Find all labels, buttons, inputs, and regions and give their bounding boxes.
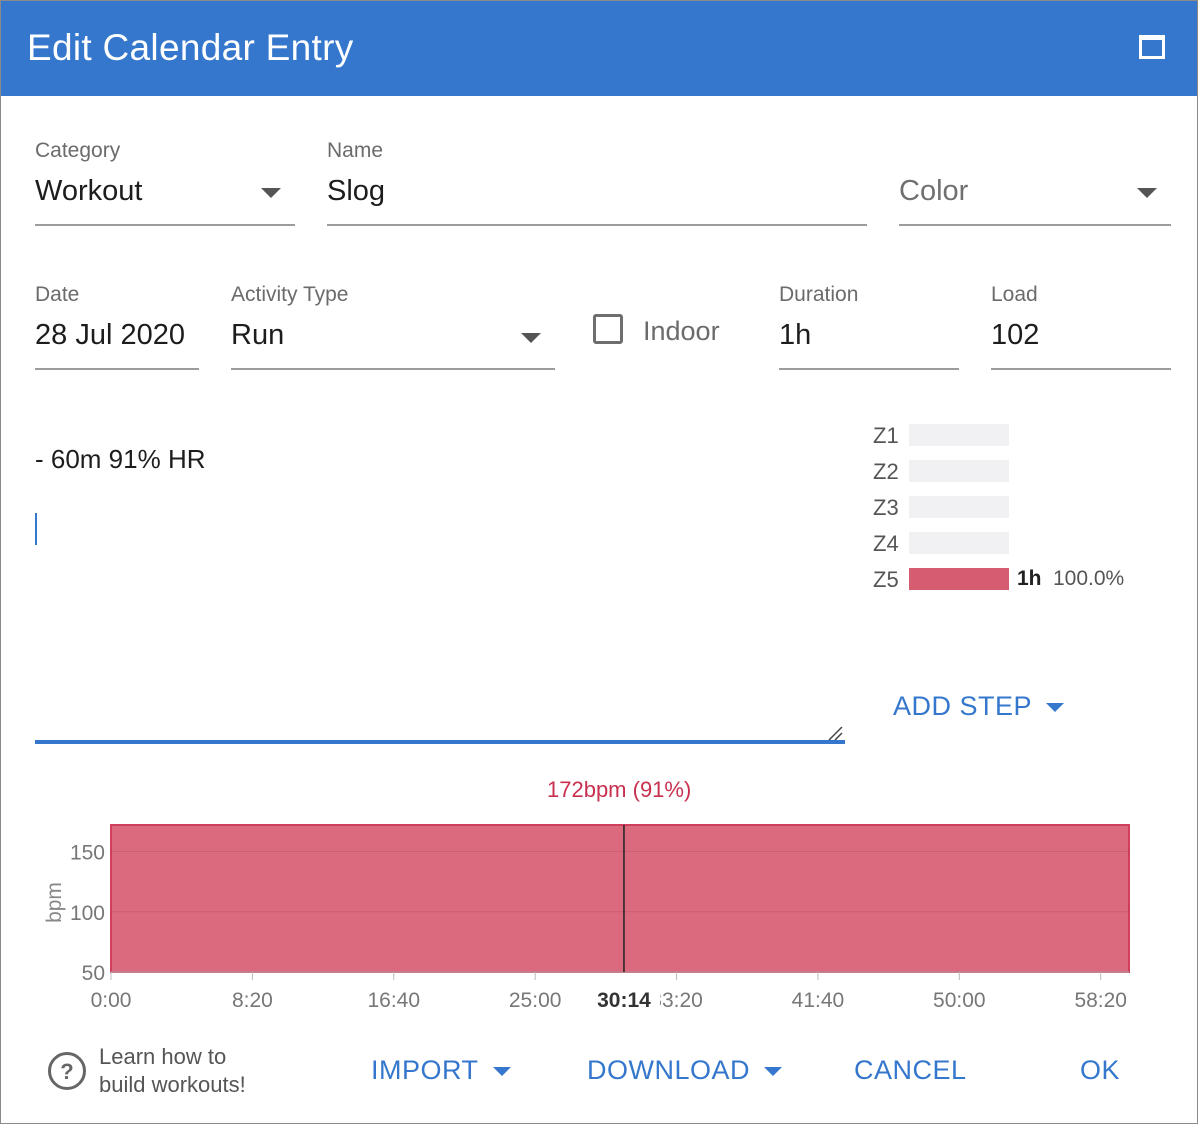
y-tick-label: 150 — [70, 842, 105, 865]
color-placeholder: Color — [899, 175, 969, 207]
date-field[interactable]: Date 28 Jul 2020 — [35, 283, 199, 373]
zone-bar-fill — [909, 568, 1009, 590]
title-bar: Edit Calendar Entry — [1, 1, 1197, 96]
name-underline — [327, 224, 867, 226]
load-label: Load — [991, 283, 1038, 306]
text-cursor — [35, 513, 37, 545]
chevron-down-icon — [261, 188, 281, 198]
add-step-label: ADD STEP — [893, 691, 1033, 721]
ok-button[interactable]: OK — [1080, 1055, 1121, 1085]
zone-label: Z5 — [873, 567, 899, 592]
zone-label: Z2 — [873, 459, 899, 484]
color-select[interactable]: Color — [899, 139, 1171, 229]
activity-type-underline — [231, 368, 555, 370]
x-tick-label: 8:20 — [232, 989, 273, 1012]
zone-label: Z1 — [873, 423, 899, 448]
workout-text-area[interactable]: - 60m 91% HR — [35, 444, 206, 474]
hr-area — [110, 824, 1130, 973]
add-step-button[interactable]: ADD STEP — [893, 691, 1065, 722]
load-value: 102 — [991, 319, 1040, 351]
import-label: IMPORT — [371, 1055, 479, 1085]
help-text-line2: build workouts! — [99, 1072, 246, 1097]
x-tick-label: 41:40 — [792, 989, 845, 1012]
zone-bar — [909, 532, 1009, 554]
name-value: Slog — [327, 175, 386, 207]
hover-label-background — [587, 985, 660, 1013]
x-tick-label: 0:00 — [91, 989, 132, 1012]
zone-bar — [909, 496, 1009, 518]
chevron-down-icon — [521, 333, 541, 343]
x-tick-label: 58:20 — [1074, 989, 1127, 1012]
duration-underline — [779, 368, 959, 370]
color-underline — [899, 224, 1171, 226]
zone-bar — [909, 568, 1009, 590]
zone-label: Z3 — [873, 495, 899, 520]
import-button[interactable]: IMPORT — [371, 1055, 511, 1086]
duration-field[interactable]: Duration 1h — [779, 283, 959, 373]
category-select[interactable]: Category Workout — [35, 139, 295, 229]
chevron-down-icon — [1046, 703, 1065, 713]
cancel-button[interactable]: CANCEL — [854, 1055, 967, 1085]
help-link[interactable]: Learn how to build workouts! — [99, 1043, 246, 1099]
duration-label: Duration — [779, 283, 859, 306]
indoor-label: Indoor — [643, 316, 720, 346]
load-field[interactable]: Load 102 — [991, 283, 1171, 373]
activity-type-value: Run — [231, 319, 285, 351]
download-button[interactable]: DOWNLOAD — [587, 1055, 783, 1086]
x-tick-label: 50:00 — [933, 989, 986, 1012]
x-tick-label: 16:40 — [367, 989, 420, 1012]
zone-percent: 100.0% — [1053, 567, 1125, 590]
load-underline — [991, 368, 1171, 370]
name-field[interactable]: Name Slog — [327, 139, 867, 229]
category-value: Workout — [35, 175, 143, 207]
date-label: Date — [35, 283, 80, 306]
duration-value: 1h — [779, 319, 812, 351]
name-label: Name — [327, 139, 384, 162]
category-label: Category — [35, 139, 121, 162]
hover-x-label: 30:14 — [597, 989, 651, 1012]
category-underline — [35, 224, 295, 226]
help-icon[interactable]: ? — [47, 1051, 87, 1091]
date-value: 28 Jul 2020 — [35, 319, 185, 351]
svg-text:?: ? — [60, 1059, 73, 1084]
zone-label: Z4 — [873, 531, 899, 556]
x-tick-label: 33:20 — [650, 989, 703, 1012]
chevron-down-icon — [492, 1067, 511, 1077]
workout-text-underline — [35, 740, 845, 744]
x-tick-label: 25:00 — [509, 989, 562, 1012]
activity-type-select[interactable]: Activity Type Run — [231, 283, 555, 373]
chart-hover-readout: 172bpm (91%) — [547, 777, 692, 802]
dialog-title: Edit Calendar Entry — [27, 27, 354, 68]
resize-handle-icon[interactable] — [827, 725, 843, 741]
y-tick-label: 50 — [82, 962, 105, 985]
chevron-down-icon — [1137, 188, 1157, 198]
activity-type-label: Activity Type — [231, 283, 349, 306]
date-underline — [35, 368, 199, 370]
zone-bar — [909, 424, 1009, 446]
zone-bar — [909, 460, 1009, 482]
y-tick-label: 100 — [70, 902, 105, 925]
help-text-line1: Learn how to — [99, 1044, 227, 1069]
maximize-icon[interactable] — [1139, 35, 1165, 59]
download-label: DOWNLOAD — [587, 1055, 751, 1085]
y-axis-label: bpm — [43, 882, 66, 923]
chevron-down-icon — [764, 1067, 783, 1077]
indoor-checkbox[interactable] — [593, 314, 623, 344]
zone-duration: 1h — [1017, 567, 1042, 590]
